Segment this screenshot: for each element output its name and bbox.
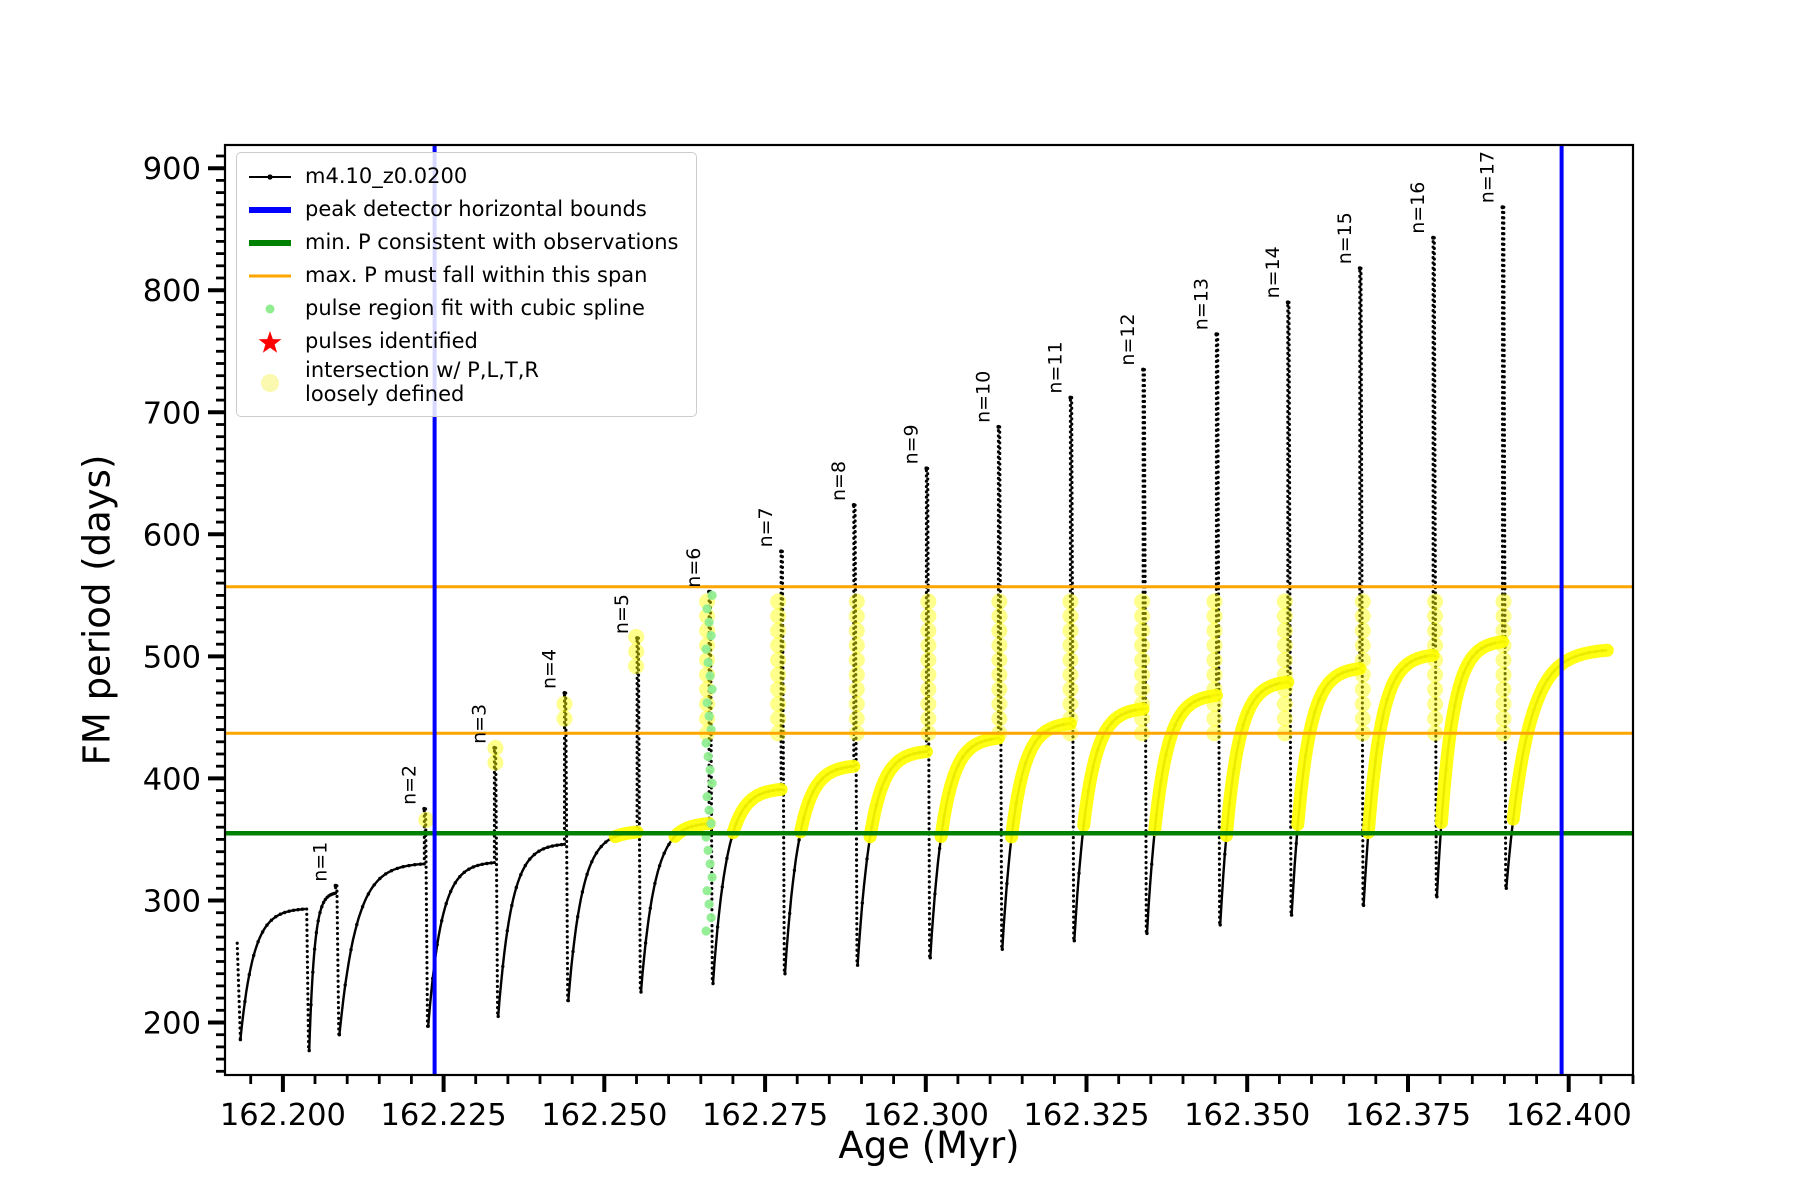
svg-text:600: 600: [143, 518, 201, 553]
svg-text:n=7: n=7: [755, 507, 777, 547]
svg-text:n=6: n=6: [683, 548, 705, 588]
peak-labels: n=1 n=2 n=3 n=4 n=5 n=6 n=7 n=8 n=9 n=10 n=11 n=12 n…: [310, 151, 1499, 882]
plot-frame: [223, 143, 1635, 1077]
svg-text:400: 400: [143, 762, 201, 797]
yellow-intersection-arcs: [608, 635, 1614, 844]
svg-text:n=4: n=4: [539, 649, 561, 689]
axis-ticks: 162.200 162.225 162.250 162.275 162.300 162.3…: [143, 152, 1635, 1133]
legend-thick-line-icon: [245, 199, 295, 221]
svg-text:700: 700: [143, 396, 201, 431]
svg-text:n=9: n=9: [900, 424, 922, 464]
svg-text:162.275: 162.275: [702, 1098, 828, 1133]
svg-text:162.350: 162.350: [1184, 1098, 1310, 1133]
svg-text:200: 200: [143, 1007, 201, 1042]
svg-text:n=1: n=1: [310, 842, 332, 882]
legend-label: pulse region fit with cubic spline: [305, 296, 645, 321]
x-axis-label: Age (Myr): [838, 1124, 1020, 1167]
svg-text:n=12: n=12: [1117, 313, 1139, 365]
legend-item-4: pulse region fit with cubic spline: [245, 293, 678, 325]
yellow-spike-dots: [418, 593, 1512, 828]
svg-text:162.375: 162.375: [1345, 1098, 1471, 1133]
svg-text:162.400: 162.400: [1506, 1098, 1632, 1133]
svg-text:n=14: n=14: [1262, 246, 1284, 298]
legend-dot-icon: [245, 298, 295, 320]
svg-text:900: 900: [143, 152, 201, 187]
legend-label: min. P consistent with observations: [305, 230, 679, 255]
legend-item-2: min. P consistent with observations: [245, 227, 678, 259]
svg-text:162.325: 162.325: [1023, 1098, 1149, 1133]
green-pulse-region-dots: [701, 590, 717, 936]
svg-text:n=17: n=17: [1477, 151, 1499, 203]
svg-text:162.225: 162.225: [381, 1098, 507, 1133]
legend-item-0: m4.10_z0.0200: [245, 161, 678, 193]
legend-line-dot-icon: [245, 166, 295, 188]
svg-text:n=2: n=2: [398, 765, 420, 805]
legend-item-5: pulses identified: [245, 326, 678, 358]
legend-label: max. P must fall within this span: [305, 263, 648, 288]
svg-text:n=3: n=3: [468, 704, 490, 744]
svg-text:162.200: 162.200: [220, 1098, 346, 1133]
svg-text:800: 800: [143, 274, 201, 309]
svg-text:n=11: n=11: [1044, 341, 1066, 393]
legend-line-icon: [245, 265, 295, 287]
svg-text:n=10: n=10: [972, 371, 994, 423]
svg-text:n=13: n=13: [1190, 278, 1212, 330]
svg-text:162.250: 162.250: [541, 1098, 667, 1133]
svg-text:n=8: n=8: [828, 461, 850, 501]
legend-big-dot-icon: [245, 371, 295, 395]
svg-text:300: 300: [143, 885, 201, 920]
legend-label: peak detector horizontal bounds: [305, 197, 647, 222]
svg-text:n=15: n=15: [1334, 212, 1356, 264]
legend-item-3: max. P must fall within this span: [245, 260, 678, 292]
svg-text:n=5: n=5: [611, 594, 633, 634]
svg-text:n=16: n=16: [1407, 182, 1429, 234]
legend-label: m4.10_z0.0200: [305, 164, 468, 189]
svg-text:162.300: 162.300: [863, 1098, 989, 1133]
legend-item-6: intersection w/ P,L,T,R loosely defined: [245, 358, 678, 406]
legend-label: pulses identified: [305, 329, 478, 354]
legend-item-1: peak detector horizontal bounds: [245, 194, 678, 226]
svg-text:500: 500: [143, 640, 201, 675]
y-axis-label: FM period (days): [75, 454, 119, 766]
legend-star-icon: [245, 330, 295, 354]
legend-label: intersection w/ P,L,T,R loosely defined: [305, 358, 539, 406]
legend-thick-line-icon: [245, 232, 295, 254]
